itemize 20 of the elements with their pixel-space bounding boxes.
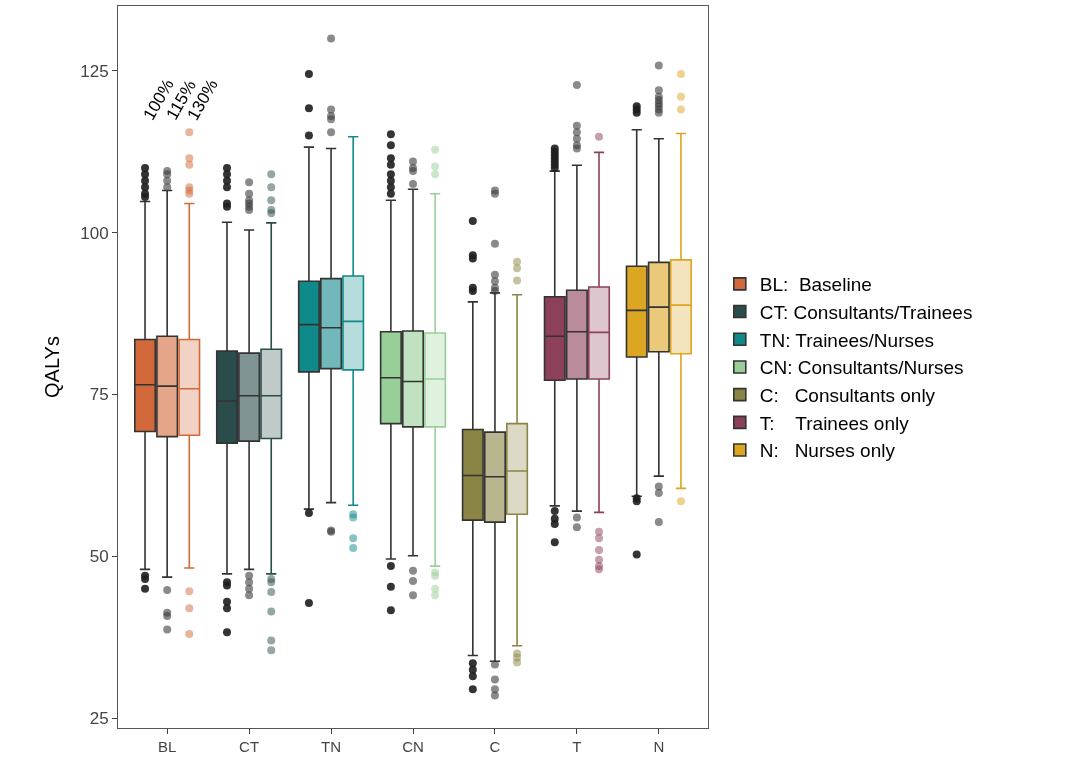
x-tick-label: T xyxy=(572,738,582,755)
y-tick-label: 100 xyxy=(80,223,109,243)
legend-label: T: Trainees only xyxy=(759,412,910,434)
y-tick-label: 125 xyxy=(80,61,109,81)
legend-label: TN: Trainees/Nurses xyxy=(759,329,935,351)
x-tick-label: CT xyxy=(239,738,260,755)
x-tick-label: BL xyxy=(157,738,177,755)
legend-label: C: Consultants only xyxy=(759,385,936,407)
y-tick-label: 75 xyxy=(89,385,109,405)
legend-label: BL: Baseline xyxy=(759,274,872,296)
legend-label: N: Nurses only xyxy=(759,440,896,462)
y-axis-title: QALYs xyxy=(40,336,63,398)
legend-label: CT: Consultants/Trainees xyxy=(759,301,973,323)
x-tick-label: N xyxy=(653,738,665,755)
y-tick-label: 50 xyxy=(89,547,109,567)
x-tick-label: CN xyxy=(402,738,424,755)
y-tick-label: 25 xyxy=(89,709,109,729)
x-tick-label: C xyxy=(489,738,501,755)
x-tick-label: TN xyxy=(321,738,342,755)
legend-label: CN: Consultants/Nurses xyxy=(759,357,964,379)
